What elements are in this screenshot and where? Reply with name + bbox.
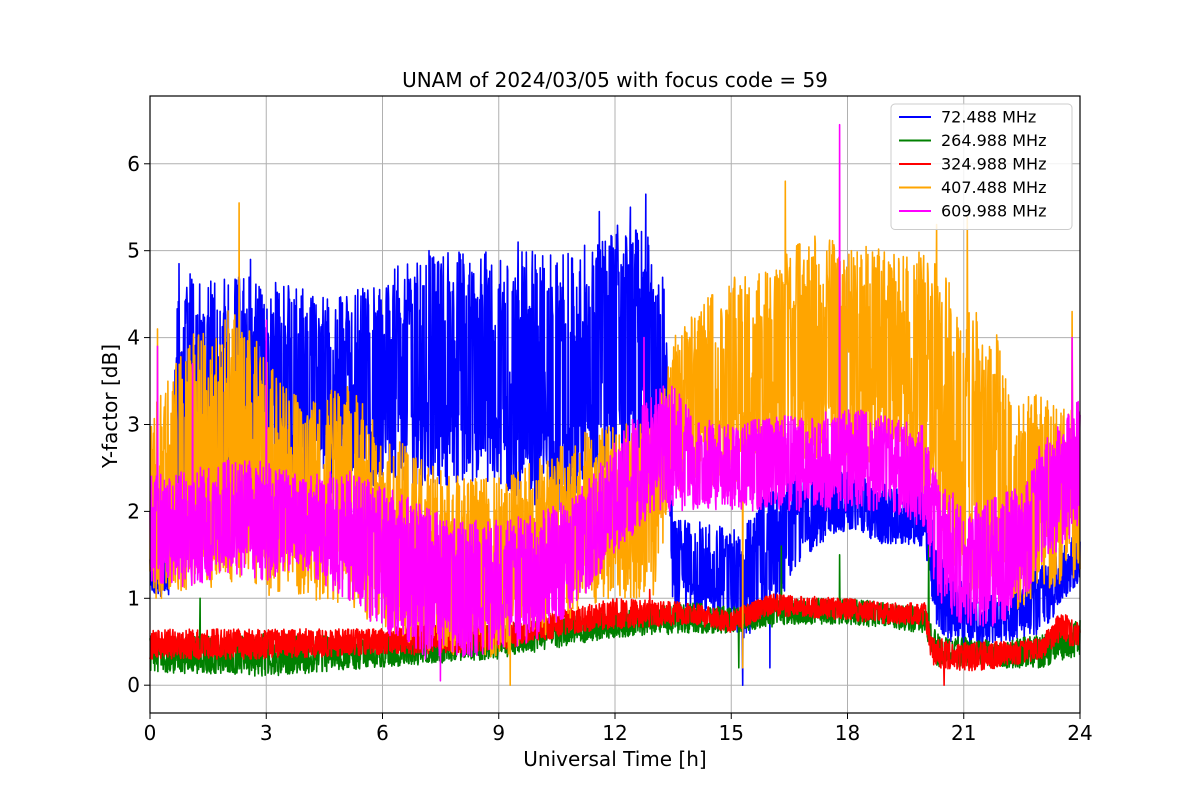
y-tick-label-3: 3 bbox=[127, 412, 140, 436]
x-tick-label-3: 9 bbox=[492, 721, 505, 745]
plot-series bbox=[149, 123, 1081, 687]
x-tick-label-7: 21 bbox=[951, 721, 976, 745]
legend-box bbox=[890, 103, 1073, 230]
series-line-2 bbox=[149, 588, 1081, 687]
y-axis-label: Y-factor [dB] bbox=[98, 344, 122, 469]
x-tick-label-6: 18 bbox=[835, 721, 860, 745]
legend-label-3: 407.488 MHz bbox=[941, 178, 1046, 197]
x-tick-label-8: 24 bbox=[1067, 721, 1092, 745]
y-tick-label-5: 5 bbox=[127, 239, 140, 263]
x-tick-label-1: 3 bbox=[260, 721, 273, 745]
legend-label-0: 72.488 MHz bbox=[941, 108, 1036, 127]
chart-title: UNAM of 2024/03/05 with focus code = 59 bbox=[402, 68, 828, 92]
y-tick-label-1: 1 bbox=[127, 586, 140, 610]
series-line-4 bbox=[149, 123, 1081, 682]
x-tick-label-4: 12 bbox=[602, 721, 627, 745]
y-tick-label-4: 4 bbox=[127, 326, 140, 350]
legend-label-1: 264.988 MHz bbox=[941, 131, 1046, 150]
x-tick-label-5: 15 bbox=[719, 721, 744, 745]
x-tick-label-0: 0 bbox=[144, 721, 157, 745]
y-tick-label-2: 2 bbox=[127, 499, 140, 523]
legend: 72.488 MHz 264.988 MHz 324.988 MHz 407.4… bbox=[890, 103, 1073, 230]
legend-label-4: 609.988 MHz bbox=[941, 202, 1046, 221]
y-tick-label-0: 0 bbox=[127, 673, 140, 697]
x-axis-label: Universal Time [h] bbox=[523, 747, 706, 771]
legend-label-2: 324.988 MHz bbox=[941, 155, 1046, 174]
y-tick-label-6: 6 bbox=[127, 152, 140, 176]
x-tick-label-2: 6 bbox=[376, 721, 389, 745]
